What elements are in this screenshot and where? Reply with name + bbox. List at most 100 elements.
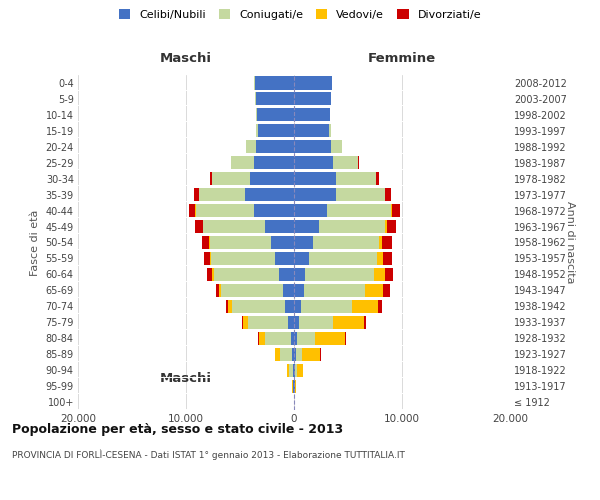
Bar (295, 364, 297, 376)
Bar (294, 284, 304, 297)
Bar (207, 268, 212, 281)
Bar (377, 252, 383, 265)
Text: Maschi: Maschi (160, 52, 212, 65)
Bar (230, 156, 231, 170)
Bar (313, 236, 379, 249)
Bar (378, 300, 382, 313)
Legend: Celibi/Nubili, Coniugati/e, Vedovi/e, Divorziati/e: Celibi/Nubili, Coniugati/e, Vedovi/e, Di… (115, 5, 485, 24)
Bar (219, 284, 221, 297)
Bar (295, 380, 296, 392)
Bar (336, 172, 376, 185)
Bar (189, 204, 195, 217)
Bar (358, 156, 359, 170)
Bar (265, 220, 294, 233)
Bar (365, 284, 383, 297)
Bar (294, 92, 331, 106)
Bar (283, 284, 294, 297)
Bar (210, 172, 212, 185)
Bar (376, 172, 379, 185)
Bar (209, 236, 210, 249)
Bar (287, 364, 289, 376)
Bar (294, 124, 329, 138)
Bar (259, 332, 265, 345)
Bar (245, 188, 294, 201)
Bar (199, 188, 245, 201)
Bar (256, 140, 294, 153)
Bar (308, 252, 377, 265)
Bar (301, 300, 352, 313)
Bar (195, 220, 203, 233)
Bar (214, 268, 280, 281)
Bar (275, 348, 280, 360)
Bar (382, 236, 392, 249)
Bar (211, 252, 275, 265)
Bar (248, 316, 288, 329)
Bar (294, 76, 332, 90)
Bar (294, 268, 305, 281)
Bar (302, 348, 320, 360)
Bar (294, 220, 319, 233)
Bar (221, 284, 283, 297)
Bar (336, 188, 385, 201)
Y-axis label: Fasce di età: Fasce di età (30, 210, 40, 276)
Text: Maschi: Maschi (160, 372, 212, 386)
Bar (280, 348, 292, 360)
Bar (293, 364, 294, 376)
Bar (294, 348, 296, 360)
Bar (297, 332, 316, 345)
Bar (331, 140, 342, 153)
Bar (271, 236, 294, 249)
Bar (385, 268, 393, 281)
Bar (228, 300, 232, 313)
Bar (257, 108, 294, 122)
Bar (297, 364, 303, 376)
Bar (254, 204, 294, 217)
Bar (258, 124, 294, 138)
Text: Femmine: Femmine (368, 52, 436, 65)
Text: Popolazione per età, sesso e stato civile - 2013: Popolazione per età, sesso e stato civil… (12, 422, 343, 436)
Bar (294, 300, 301, 313)
Bar (305, 268, 374, 281)
Bar (216, 284, 219, 297)
Bar (294, 204, 328, 217)
Bar (294, 188, 336, 201)
Bar (258, 332, 259, 345)
Bar (316, 332, 344, 345)
Bar (254, 156, 294, 170)
Bar (232, 156, 254, 170)
Bar (280, 268, 294, 281)
Bar (391, 204, 392, 217)
Bar (212, 172, 250, 185)
Bar (383, 252, 392, 265)
Bar (232, 300, 285, 313)
Bar (294, 156, 333, 170)
Bar (319, 220, 385, 233)
Bar (296, 348, 302, 360)
Bar (374, 268, 385, 281)
Bar (203, 220, 265, 233)
Bar (194, 188, 199, 201)
Bar (304, 284, 365, 297)
Bar (333, 156, 358, 170)
Bar (290, 332, 294, 345)
Bar (250, 172, 294, 185)
Bar (332, 316, 364, 329)
Bar (212, 268, 214, 281)
Bar (328, 204, 391, 217)
Bar (294, 108, 329, 122)
Bar (344, 332, 346, 345)
Bar (275, 252, 294, 265)
Bar (256, 92, 294, 106)
Bar (385, 220, 387, 233)
Bar (205, 252, 211, 265)
Bar (294, 140, 331, 153)
Bar (202, 236, 209, 249)
Bar (226, 300, 228, 313)
Text: PROVINCIA DI FORLÌ-CESENA - Dati ISTAT 1° gennaio 2013 - Elaborazione TUTTITALIA: PROVINCIA DI FORLÌ-CESENA - Dati ISTAT 1… (12, 450, 405, 460)
Bar (289, 364, 293, 376)
Bar (243, 316, 248, 329)
Bar (196, 204, 254, 217)
Bar (383, 284, 389, 297)
Bar (392, 204, 400, 217)
Bar (329, 124, 331, 138)
